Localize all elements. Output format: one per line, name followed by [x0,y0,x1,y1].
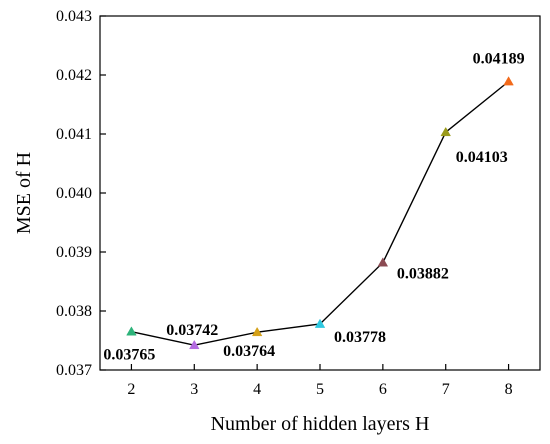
x-axis: 2 3 4 5 6 7 8 [127,364,513,398]
y-tick-label-0.041: 0.041 [56,126,92,143]
x-tick-label-8: 8 [505,381,513,398]
x-tick-label-6: 6 [379,381,387,398]
data-label-8: 0.04189 [473,50,525,67]
y-axis-title: MSE of H [13,152,35,234]
data-label-4: 0.03764 [223,343,275,360]
marker-5 [314,318,326,328]
marker-7 [440,126,451,137]
data-label-7: 0.04103 [456,149,508,166]
y-tick-label-0.040: 0.040 [56,185,92,202]
x-tick-label-2: 2 [127,381,135,398]
data-label-3: 0.03742 [166,322,218,339]
marker-8 [503,76,514,86]
x-tick-label-7: 7 [442,381,450,398]
y-tick-label-0.042: 0.042 [56,67,92,84]
data-label-6: 0.03882 [397,266,449,283]
marker-group [126,76,514,350]
data-label-5: 0.03778 [334,329,386,346]
plot-frame [99,15,541,371]
marker-3 [189,339,200,350]
data-label-2: 0.03765 [103,347,155,364]
y-tick-label-0.039: 0.039 [56,244,92,261]
y-axis: 0.037 0.038 0.039 0.040 0.041 0.042 0.043 [56,8,106,379]
x-tick-label-3: 3 [190,381,198,398]
marker-2 [126,326,137,336]
x-tick-label-5: 5 [316,381,324,398]
marker-6 [377,257,389,267]
data-label-group: 0.03765 0.03742 0.03764 0.03778 0.03882 0.041… [103,50,524,363]
series-line-group [131,80,510,346]
y-tick-label-0.043: 0.043 [56,8,92,25]
marker-4 [251,326,263,337]
x-tick-label-4: 4 [253,381,261,398]
y-tick-label-0.037: 0.037 [56,362,92,379]
series-line [131,80,510,346]
y-tick-label-0.038: 0.038 [56,303,92,320]
x-axis-title: Number of hidden layers H [211,413,430,435]
